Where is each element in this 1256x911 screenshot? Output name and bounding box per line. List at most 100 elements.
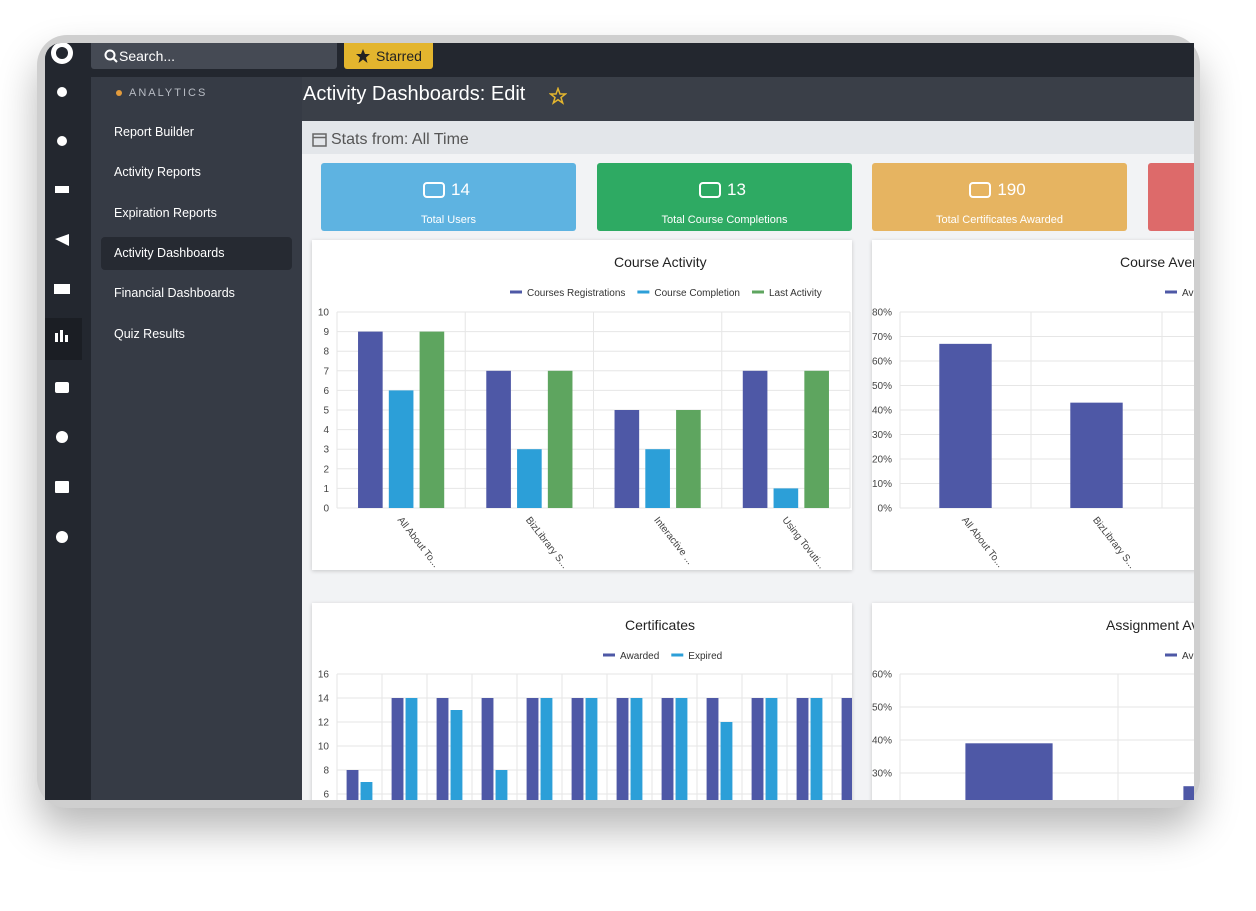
y-tick-label: 3 bbox=[323, 445, 329, 456]
stat-icon bbox=[423, 182, 445, 198]
y-tick-label: 16 bbox=[318, 670, 330, 681]
x-tick-label: Interactive ... bbox=[651, 515, 695, 567]
y-tick-label: 30% bbox=[872, 769, 892, 780]
chart-card: Course Avera Av 0% 10% 20% 30% 40% 50% 60% 70% 80%… bbox=[872, 240, 1194, 571]
starred-label: Starred bbox=[376, 48, 422, 64]
chart-title: Course Avera bbox=[1120, 254, 1194, 270]
legend-label: Expired bbox=[688, 651, 722, 662]
bar bbox=[391, 698, 404, 800]
bar bbox=[810, 698, 823, 800]
bar bbox=[720, 722, 733, 800]
bar bbox=[706, 698, 719, 800]
stat-label: Total Certificates Awarded bbox=[936, 214, 1063, 226]
y-tick-label: 8 bbox=[323, 347, 329, 358]
favorite-star[interactable] bbox=[549, 87, 567, 105]
x-tick-label: Using Tovuti... bbox=[780, 515, 827, 570]
stat-card: 14 Total Users bbox=[321, 163, 576, 231]
x-tick-label: All About To... bbox=[959, 515, 1005, 570]
starred-button[interactable]: Starred bbox=[344, 43, 433, 69]
legend-label: Av bbox=[1182, 288, 1194, 299]
chart-title: Assignment Av bbox=[1106, 617, 1194, 633]
bar bbox=[495, 770, 508, 800]
sidebar-item[interactable]: Activity Dashboards bbox=[101, 237, 292, 270]
sidebar-item[interactable]: Report Builder bbox=[114, 125, 194, 139]
section-dot bbox=[116, 90, 122, 96]
legend-label: Awarded bbox=[620, 651, 659, 662]
bar bbox=[405, 698, 418, 800]
x-tick-label: BizLibrary S... bbox=[1090, 515, 1137, 570]
sidebar-item[interactable]: Activity Reports bbox=[114, 165, 201, 179]
bar bbox=[675, 698, 688, 800]
sidebar bbox=[91, 43, 302, 800]
stat-icon-shape bbox=[699, 182, 721, 198]
bar bbox=[616, 698, 629, 800]
chart-title: Course Activity bbox=[614, 254, 707, 270]
stat-icon-shape bbox=[969, 182, 991, 198]
bar bbox=[571, 698, 584, 800]
bar bbox=[765, 698, 778, 800]
bar bbox=[1183, 786, 1194, 800]
rail-icons bbox=[45, 43, 82, 543]
y-tick-label: 10 bbox=[318, 742, 330, 753]
bar bbox=[1070, 402, 1123, 508]
section-label: ANALYTICS bbox=[129, 87, 208, 99]
active-rail[interactable] bbox=[45, 318, 82, 360]
logo-inner bbox=[56, 47, 68, 59]
y-tick-label: 6 bbox=[323, 386, 329, 397]
bar bbox=[481, 698, 494, 800]
bar bbox=[419, 331, 445, 508]
bar bbox=[804, 370, 829, 508]
chart-card: Course Activity Courses Registrations Cour… bbox=[312, 240, 852, 571]
y-tick-label: 10 bbox=[318, 308, 330, 319]
x-tick-label: All About To... bbox=[395, 515, 441, 570]
y-tick-label: 12 bbox=[318, 718, 330, 729]
sidebar-item[interactable]: Expiration Reports bbox=[114, 206, 217, 220]
y-tick-label: 30% bbox=[872, 430, 892, 441]
bar bbox=[517, 449, 542, 508]
stat-card: 13 Total Course Completions bbox=[597, 163, 852, 231]
legend-label: Av bbox=[1182, 651, 1194, 662]
y-tick-label: 14 bbox=[318, 694, 330, 705]
bar bbox=[773, 488, 799, 508]
stat-value: 13 bbox=[727, 180, 746, 199]
rail-glyphs bbox=[54, 87, 70, 543]
bar bbox=[965, 743, 1053, 800]
bar bbox=[526, 698, 539, 800]
bar bbox=[360, 782, 373, 800]
search-placeholder: Search... bbox=[119, 48, 176, 64]
chart: Course Avera Av 0% 10% 20% 30% 40% 50% 60% 70% 80%… bbox=[872, 254, 1194, 571]
sidebar-item[interactable]: Financial Dashboards bbox=[114, 286, 235, 300]
bar bbox=[486, 370, 511, 508]
y-tick-label: 40% bbox=[872, 736, 892, 747]
bar bbox=[939, 343, 992, 508]
chart: Course Activity Courses Registrations Cour… bbox=[318, 254, 851, 571]
y-tick-label: 2 bbox=[323, 464, 329, 475]
legend-label: Courses Registrations bbox=[527, 288, 625, 299]
y-tick-label: 9 bbox=[323, 327, 329, 338]
y-tick-label: 80% bbox=[872, 308, 892, 319]
y-tick-label: 6 bbox=[323, 790, 329, 801]
y-tick-label: 5 bbox=[323, 406, 329, 417]
bar bbox=[676, 410, 701, 508]
page-title: Activity Dashboards: Edit bbox=[303, 83, 526, 105]
chart-title: Certificates bbox=[625, 617, 695, 633]
sidebar-item[interactable]: Quiz Results bbox=[114, 327, 185, 341]
stat-value: 190 bbox=[997, 180, 1026, 199]
calendar-icon bbox=[312, 133, 327, 147]
bar bbox=[585, 698, 598, 800]
y-tick-label: 20% bbox=[872, 455, 892, 466]
search-box[interactable]: Search... bbox=[91, 43, 337, 69]
bar bbox=[614, 410, 640, 508]
stat-icon bbox=[969, 182, 991, 198]
stat-card bbox=[1148, 163, 1194, 231]
bar bbox=[661, 698, 674, 800]
stats-panel-header bbox=[302, 121, 1194, 154]
y-tick-label: 0% bbox=[878, 504, 893, 515]
y-tick-label: 7 bbox=[323, 366, 329, 377]
search-icon bbox=[104, 49, 118, 63]
bar bbox=[547, 370, 573, 508]
chart: Assignment AvAv0%10%20%30%40%50%60% bbox=[872, 617, 1194, 800]
y-tick-label: 1 bbox=[323, 484, 329, 495]
stat-label: Total Users bbox=[420, 214, 477, 226]
